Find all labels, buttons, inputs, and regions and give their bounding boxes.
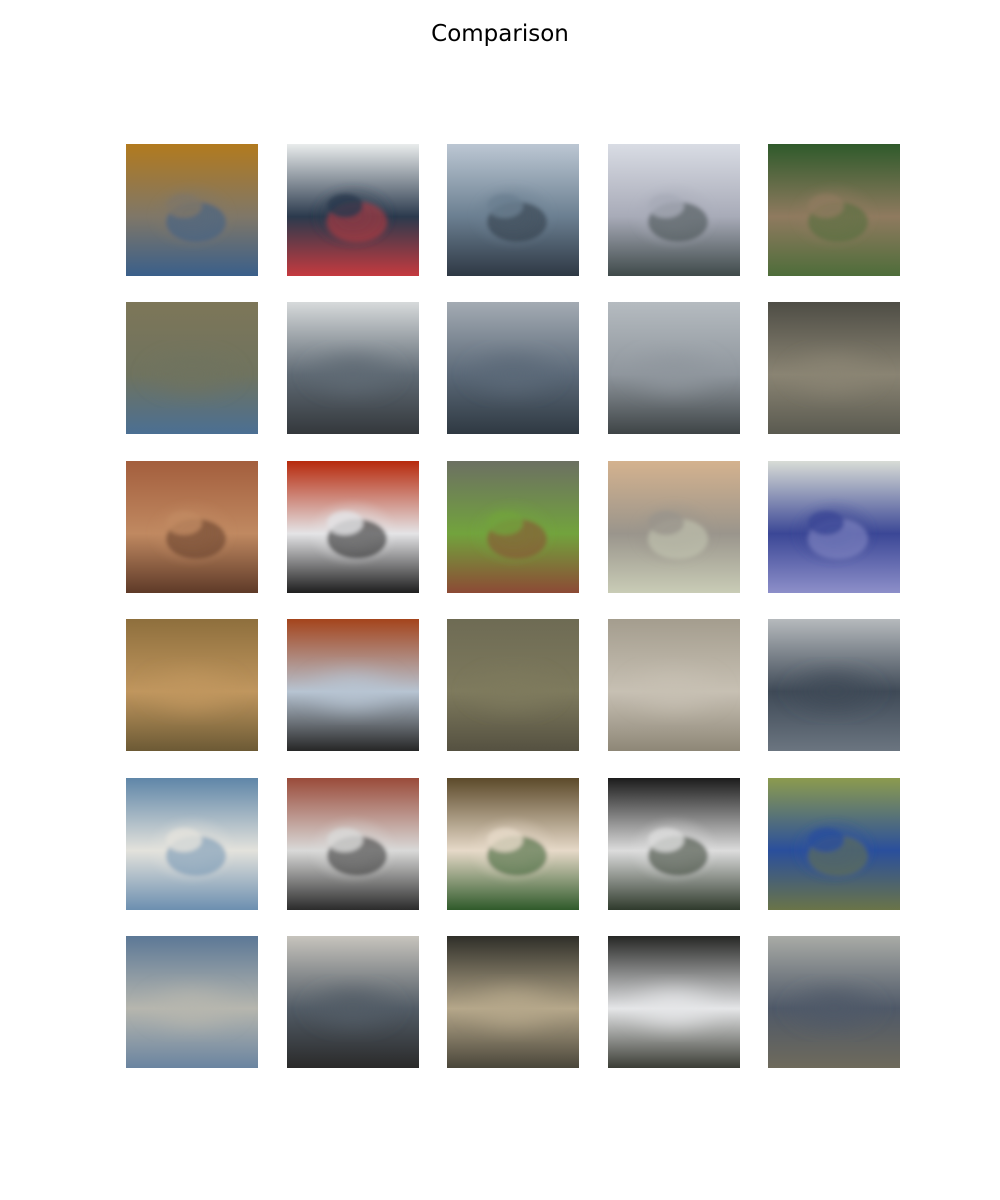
original-image <box>608 144 740 276</box>
reconstructed-image <box>768 619 900 751</box>
reconstructed-image <box>447 619 579 751</box>
reconstructed-image <box>608 302 740 434</box>
original-image <box>608 778 740 910</box>
reconstructed-image <box>287 302 419 434</box>
reconstructed-image <box>126 619 258 751</box>
reconstructed-image <box>126 302 258 434</box>
reconstructed-image <box>126 936 258 1068</box>
original-image <box>447 144 579 276</box>
reconstructed-image <box>287 936 419 1068</box>
original-image <box>768 778 900 910</box>
reconstructed-image <box>447 302 579 434</box>
original-image <box>126 144 258 276</box>
original-image <box>608 461 740 593</box>
reconstructed-image <box>608 619 740 751</box>
original-image <box>287 461 419 593</box>
reconstructed-image <box>768 302 900 434</box>
reconstructed-image <box>287 619 419 751</box>
figure-title: Comparison <box>431 21 569 47</box>
original-image <box>287 144 419 276</box>
image-grid <box>126 144 900 1068</box>
original-image <box>126 778 258 910</box>
original-image <box>768 461 900 593</box>
reconstructed-image <box>768 936 900 1068</box>
original-image <box>768 144 900 276</box>
original-image <box>447 461 579 593</box>
reconstructed-image <box>608 936 740 1068</box>
original-image <box>126 461 258 593</box>
reconstructed-image <box>447 936 579 1068</box>
original-image <box>447 778 579 910</box>
original-image <box>287 778 419 910</box>
